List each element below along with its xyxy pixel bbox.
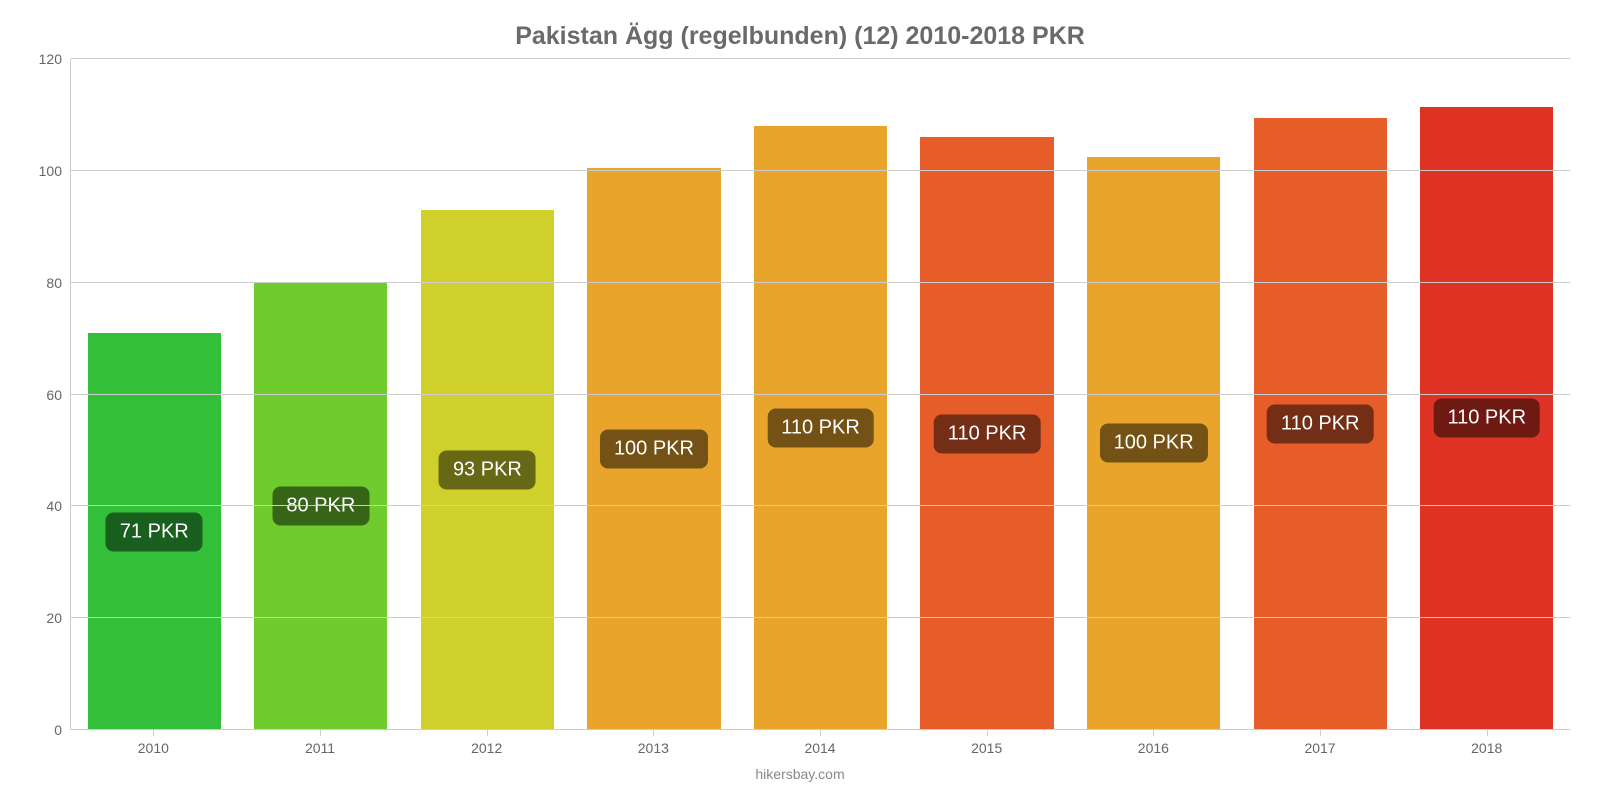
x-tick-label: 2015	[903, 730, 1070, 756]
x-tick-label: 2011	[237, 730, 404, 756]
bar-value-label: 100 PKR	[600, 430, 708, 469]
bar-slot: 100 PKR	[1070, 59, 1237, 730]
bar: 110 PKR	[1254, 118, 1387, 730]
gridline	[71, 505, 1570, 506]
x-tick-label: 2010	[70, 730, 237, 756]
bar-slot: 110 PKR	[737, 59, 904, 730]
bar-slot: 93 PKR	[404, 59, 571, 730]
bar-value-label: 93 PKR	[439, 450, 536, 489]
bar-slot: 100 PKR	[571, 59, 738, 730]
bar-slot: 71 PKR	[71, 59, 238, 730]
y-tick-label: 120	[39, 51, 62, 67]
bar-slot: 110 PKR	[1237, 59, 1404, 730]
gridline	[71, 394, 1570, 395]
x-tick-label: 2016	[1070, 730, 1237, 756]
plot-row: 020406080100120 71 PKR80 PKR93 PKR100 PK…	[0, 59, 1600, 730]
bar-value-label: 110 PKR	[934, 414, 1041, 453]
bar: 110 PKR	[1420, 107, 1553, 730]
x-tick-label: 2013	[570, 730, 737, 756]
bar: 100 PKR	[587, 168, 720, 730]
gridline	[71, 617, 1570, 618]
bar-value-label: 100 PKR	[1100, 424, 1208, 463]
x-tick-label: 2012	[403, 730, 570, 756]
bars-layer: 71 PKR 80 PKR 93 PKR 100 PKR 110 PKR 110 PKR 1…	[71, 59, 1570, 730]
x-axis: 201020112012201320142015201620172018	[0, 730, 1600, 756]
y-axis: 020406080100120	[20, 59, 70, 730]
gridline	[71, 282, 1570, 283]
x-tick-label: 2014	[737, 730, 904, 756]
chart-container: Pakistan Ägg (regelbunden) (12) 2010-201…	[0, 0, 1600, 800]
y-tick-label: 100	[39, 163, 62, 179]
bar-value-label: 110 PKR	[767, 409, 874, 448]
gridline	[71, 170, 1570, 171]
y-tick-label: 20	[46, 610, 62, 626]
bar: 110 PKR	[920, 137, 1053, 730]
y-tick-label: 80	[46, 275, 62, 291]
y-tick-label: 60	[46, 387, 62, 403]
bar-value-label: 71 PKR	[106, 512, 203, 551]
plot-area: 71 PKR 80 PKR 93 PKR 100 PKR 110 PKR 110 PKR 1…	[70, 59, 1570, 730]
y-tick-label: 40	[46, 498, 62, 514]
bar-slot: 80 PKR	[238, 59, 405, 730]
gridline	[71, 58, 1570, 59]
bar-value-label: 110 PKR	[1433, 399, 1540, 438]
x-tick-label: 2017	[1237, 730, 1404, 756]
chart-title: Pakistan Ägg (regelbunden) (12) 2010-201…	[0, 0, 1600, 59]
y-tick-label: 0	[54, 722, 62, 738]
bar-value-label: 110 PKR	[1267, 404, 1374, 443]
bar: 110 PKR	[754, 126, 887, 730]
bar: 93 PKR	[421, 210, 554, 730]
x-tick-label: 2018	[1403, 730, 1570, 756]
bar: 100 PKR	[1087, 157, 1220, 730]
bar-slot: 110 PKR	[1404, 59, 1571, 730]
bar-slot: 110 PKR	[904, 59, 1071, 730]
attribution: hikersbay.com	[0, 756, 1600, 800]
